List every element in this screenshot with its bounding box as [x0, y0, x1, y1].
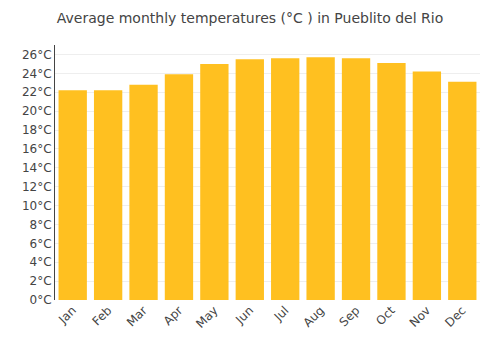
- svg-text:24°C: 24°C: [22, 67, 52, 81]
- svg-text:22°C: 22°C: [22, 85, 52, 99]
- svg-text:12°C: 12°C: [22, 180, 52, 194]
- svg-text:0°C: 0°C: [30, 293, 52, 307]
- svg-text:18°C: 18°C: [22, 123, 52, 137]
- svg-text:Sep: Sep: [337, 303, 363, 329]
- svg-text:Aug: Aug: [301, 303, 327, 329]
- svg-text:May: May: [193, 303, 220, 330]
- svg-text:Jan: Jan: [55, 303, 79, 327]
- svg-text:2°C: 2°C: [30, 274, 52, 288]
- svg-text:Apr: Apr: [161, 303, 186, 328]
- svg-text:Dec: Dec: [442, 303, 468, 329]
- svg-text:Average monthly temperatures (: Average monthly temperatures (°C ) in Pu…: [57, 10, 443, 26]
- svg-text:Jul: Jul: [271, 303, 292, 324]
- svg-text:Feb: Feb: [90, 303, 115, 328]
- svg-text:Jun: Jun: [232, 303, 256, 327]
- svg-text:Nov: Nov: [407, 303, 433, 329]
- svg-text:Oct: Oct: [373, 303, 398, 328]
- svg-text:16°C: 16°C: [22, 142, 52, 156]
- svg-text:14°C: 14°C: [22, 161, 52, 175]
- svg-text:20°C: 20°C: [22, 104, 52, 118]
- svg-text:6°C: 6°C: [30, 237, 52, 251]
- svg-text:26°C: 26°C: [22, 48, 52, 62]
- svg-text:4°C: 4°C: [30, 255, 52, 269]
- svg-text:10°C: 10°C: [22, 199, 52, 213]
- svg-text:Mar: Mar: [124, 303, 150, 329]
- svg-text:8°C: 8°C: [30, 218, 52, 232]
